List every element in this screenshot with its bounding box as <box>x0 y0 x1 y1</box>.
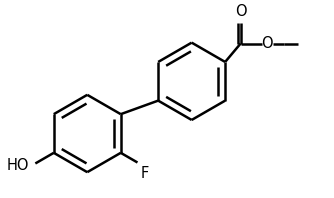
Text: O: O <box>235 4 246 19</box>
Text: O: O <box>262 36 273 51</box>
Text: F: F <box>140 166 148 181</box>
Text: HO: HO <box>7 158 29 173</box>
